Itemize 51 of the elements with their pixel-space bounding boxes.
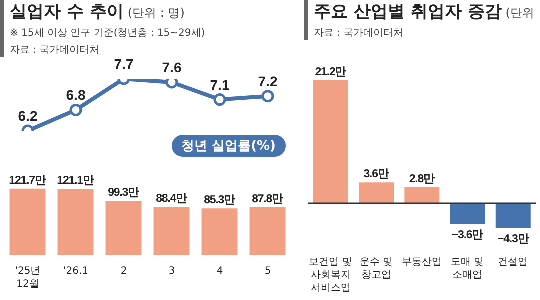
point [166, 79, 178, 89]
data-label: 99.3만 [108, 186, 140, 200]
data-label: 7.2 [258, 73, 278, 90]
chart-title: 실업자 수 추이 [10, 2, 124, 22]
x-tick-label: 4 [216, 266, 224, 277]
text: ※ 15세 이상 인구 기준(청년층 : 15~29세) [10, 27, 206, 40]
text: 청년 실업률(%) [172, 135, 286, 157]
data-label: 6.8 [66, 87, 86, 104]
data-label: 3.6만 [364, 168, 390, 181]
data-label: 87.8만 [252, 192, 284, 206]
bar [359, 182, 394, 204]
point [214, 94, 226, 106]
chart-subtitle: (단위 [506, 6, 534, 20]
bar [154, 206, 190, 255]
bar [496, 204, 531, 229]
x-tick-label: '25년 12월 [15, 266, 41, 290]
data-label: 121.1만 [57, 174, 95, 188]
chart-title: 주요 산업별 취업자 증감 [314, 2, 502, 22]
x-tick-label: 5 [264, 266, 272, 277]
data-label: 2.8만 [409, 172, 436, 186]
x-tick-label: 보건업 및 사회복지 서비스업 [309, 257, 352, 294]
chart-subtitle: (단위 : 명) [128, 6, 185, 20]
data-label: 7.7 [114, 56, 134, 72]
bar [404, 187, 440, 204]
x-tick-label: 도매 및 소매업 [451, 257, 484, 281]
bar [313, 80, 348, 204]
bar [106, 201, 142, 255]
x-tick-label: 운수 및 창고업 [360, 257, 393, 281]
x-tick-label: '26.1 [63, 266, 89, 277]
data-label: 7.1 [210, 76, 230, 93]
data-label: 21.2만 [315, 65, 348, 78]
data-label: 6.2 [18, 108, 38, 124]
data-label: −4.3만 [498, 232, 530, 246]
data-label: 121.7만 [9, 174, 47, 187]
x-tick-label: 2 [120, 266, 128, 277]
data-label: 88.4만 [156, 192, 188, 205]
data-label: 7.6 [162, 59, 182, 76]
x-tick-label: 부동산업 [402, 257, 442, 268]
text: 자료 : 국가데이터처 [10, 44, 101, 57]
text: 자료 : 국가데이터처 [314, 27, 405, 40]
bar [58, 189, 94, 255]
bar [450, 204, 486, 224]
data-label: −3.6만 [452, 228, 484, 242]
x-tick-label: 건설업 [498, 257, 528, 268]
point [262, 90, 274, 103]
data-label: 85.3만 [204, 194, 236, 207]
point [70, 104, 82, 116]
bar [10, 188, 46, 255]
bar [250, 207, 286, 255]
x-tick-label: 3 [168, 266, 176, 277]
bar [202, 208, 238, 255]
